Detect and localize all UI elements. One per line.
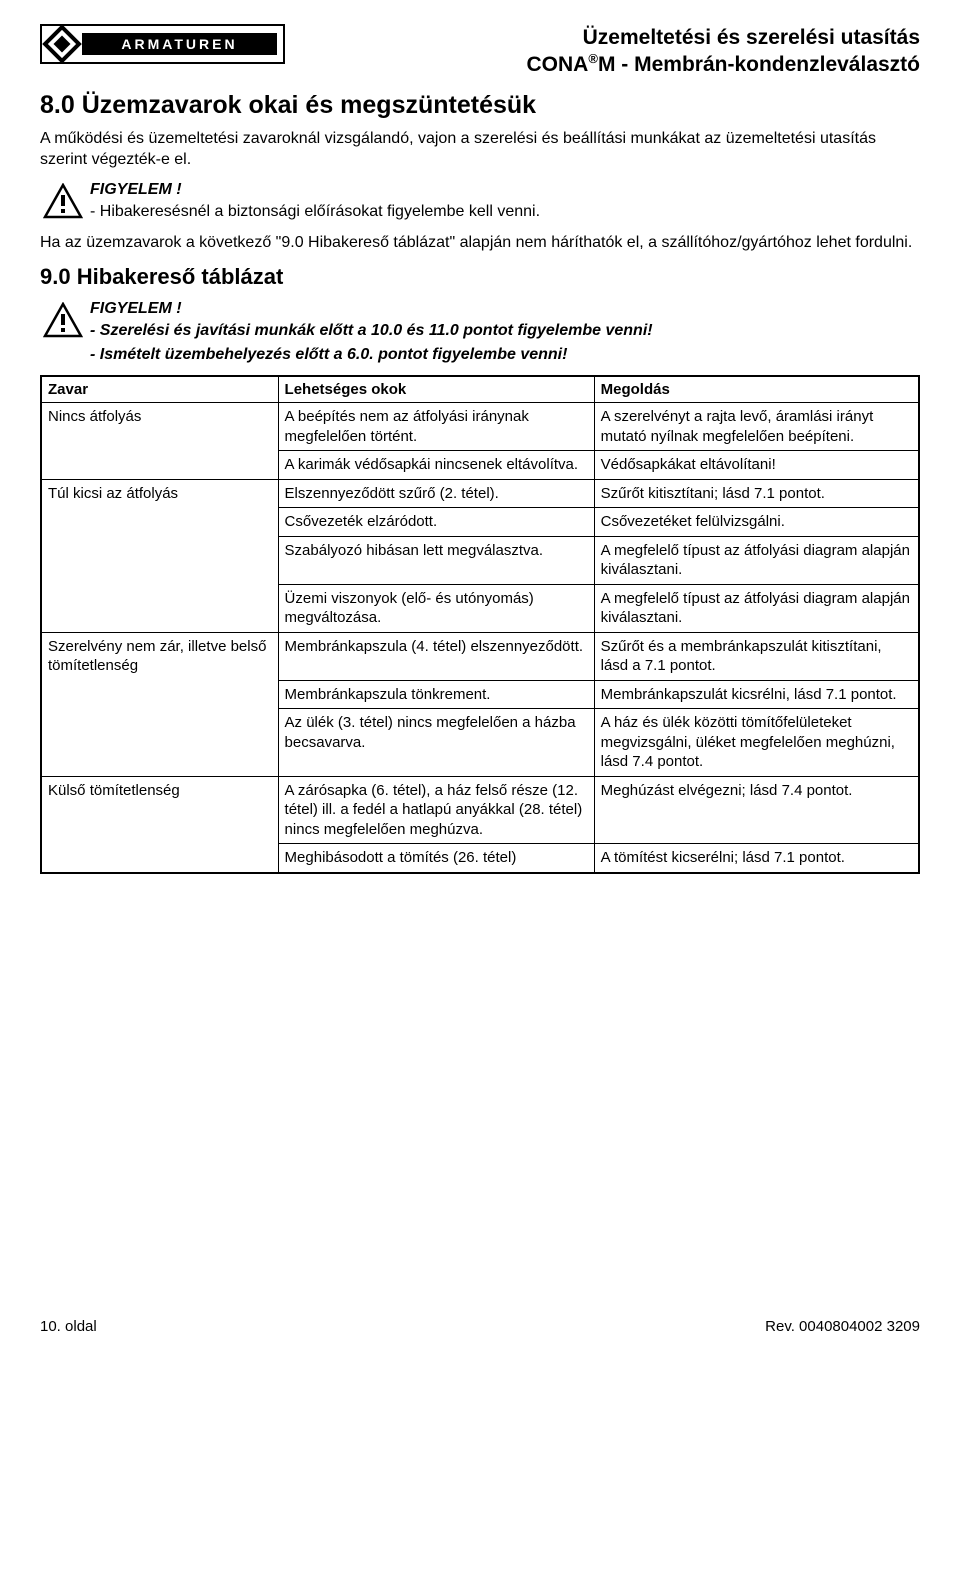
th-megoldas: Megoldás xyxy=(594,376,919,403)
title-sup: ® xyxy=(588,51,598,66)
table-row: A szerelvényt a rajta levő, áramlási irá… xyxy=(594,403,919,451)
table-row: Szűrőt kitisztítani; lásd 7.1 pontot. xyxy=(594,479,919,508)
table-row: Üzemi viszonyok (elő- és utónyomás) megv… xyxy=(278,584,594,632)
table-row: Védősapkákat eltávolítani! xyxy=(594,451,919,480)
table-row: Az ülék (3. tétel) nincs megfelelően a h… xyxy=(278,709,594,777)
table-row xyxy=(41,451,278,480)
table-row: A megfelelő típust az átfolyási diagram … xyxy=(594,584,919,632)
table-row: Csővezetéket felülvizsgálni. xyxy=(594,508,919,537)
page-number: 10. oldal xyxy=(40,1318,97,1335)
table-row xyxy=(41,536,278,584)
table-row: Membránkapszulát kicsrélni, lásd 7.1 pon… xyxy=(594,680,919,709)
table-row xyxy=(41,709,278,777)
th-okok: Lehetséges okok xyxy=(278,376,594,403)
warning-2-line2: - Ismételt üzembehelyezés előtt a 6.0. p… xyxy=(90,344,920,366)
section-8-intro: A működési és üzemeltetési zavaroknál vi… xyxy=(40,128,920,171)
table-row: Csővezeték elzáródott. xyxy=(278,508,594,537)
table-row xyxy=(41,844,278,873)
section-8-after: Ha az üzemzavarok a következő "9.0 Hibak… xyxy=(40,232,920,254)
table-row: Szűrőt és a membránkapszulát kitisztítan… xyxy=(594,632,919,680)
table-row xyxy=(41,584,278,632)
th-zavar: Zavar xyxy=(41,376,278,403)
table-row: Meghibásodott a tömítés (26. tétel) xyxy=(278,844,594,873)
table-row: Meghúzást elvégezni; lásd 7.4 pontot. xyxy=(594,776,919,844)
table-row: A megfelelő típust az átfolyási diagram … xyxy=(594,536,919,584)
footer: 10. oldal Rev. 0040804002 3209 xyxy=(40,1314,920,1335)
table-row: Szabályozó hibásan lett megválasztva. xyxy=(278,536,594,584)
rev-number: Rev. 0040804002 3209 xyxy=(765,1318,920,1335)
table-row xyxy=(41,508,278,537)
table-row: Túl kicsi az átfolyás xyxy=(41,479,278,508)
section-8-heading: 8.0 Üzemzavarok okai és megszüntetésük xyxy=(40,91,920,120)
table-row: A zárósapka (6. tétel), a ház felső rész… xyxy=(278,776,594,844)
doc-title-line2: CONA®M - Membrán-kondenzleválasztó xyxy=(285,51,920,78)
logo-diamond-icon xyxy=(42,24,82,64)
table-row: Elszennyeződött szűrő (2. tétel). xyxy=(278,479,594,508)
troubleshoot-table: Zavar Lehetséges okok Megoldás Nincs átf… xyxy=(40,375,920,874)
logo-text: ARMATUREN xyxy=(82,33,277,55)
brand-logo: ARMATUREN xyxy=(40,24,285,64)
table-row: Nincs átfolyás xyxy=(41,403,278,451)
table-row: A ház és ülék közötti tömítőfelületeket … xyxy=(594,709,919,777)
warning-1-text: - Hibakeresésnél a biztonsági előírásoka… xyxy=(90,201,920,223)
warning-icon xyxy=(40,300,86,338)
table-row: Membránkapszula (4. tétel) elszennyeződö… xyxy=(278,632,594,680)
warning-1-title: FIGYELEM ! xyxy=(90,181,920,199)
table-row: A tömítést kicserélni; lásd 7.1 pontot. xyxy=(594,844,919,873)
section-9-heading: 9.0 Hibakereső táblázat xyxy=(40,264,920,290)
table-row xyxy=(41,680,278,709)
warning-icon xyxy=(40,181,86,219)
warning-2-title: FIGYELEM ! xyxy=(90,300,920,318)
warning-box-2: FIGYELEM ! - Szerelési és javítási munká… xyxy=(40,300,920,365)
table-row: Membránkapszula tönkrement. xyxy=(278,680,594,709)
warning-box-1: FIGYELEM ! - Hibakeresésnél a biztonsági… xyxy=(40,181,920,223)
table-row: A beépítés nem az átfolyási iránynak meg… xyxy=(278,403,594,451)
table-row: A karimák védősapkái nincsenek eltávolít… xyxy=(278,451,594,480)
table-row: Szerelvény nem zár, illetve belső tömíte… xyxy=(41,632,278,680)
title-pre: CONA xyxy=(527,53,589,76)
table-row: Külső tömítetlenség xyxy=(41,776,278,844)
title-post: M - Membrán-kondenzleválasztó xyxy=(598,53,920,76)
warning-2-line1: - Szerelési és javítási munkák előtt a 1… xyxy=(90,320,920,342)
doc-title: Üzemeltetési és szerelési utasítás CONA®… xyxy=(285,24,920,79)
header: ARMATUREN Üzemeltetési és szerelési utas… xyxy=(40,24,920,79)
doc-title-line1: Üzemeltetési és szerelési utasítás xyxy=(285,24,920,51)
